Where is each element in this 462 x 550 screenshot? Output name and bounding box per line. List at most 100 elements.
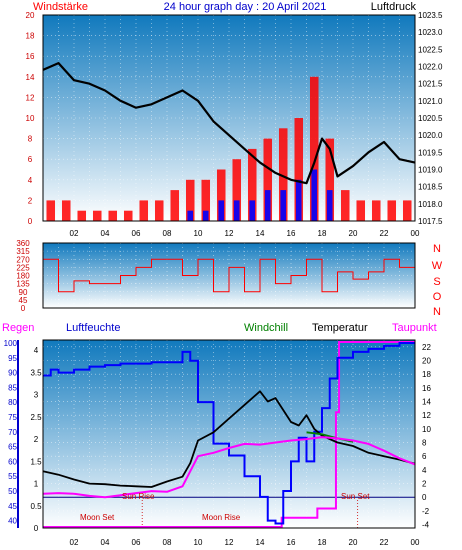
x-tick-top: 14 — [256, 229, 265, 238]
temp-y-tick: 8 — [422, 439, 427, 448]
pressure-y-tick: 1020.5 — [418, 114, 443, 123]
x-tick-bottom: 06 — [132, 538, 141, 547]
x-tick-top: 00 — [411, 229, 420, 238]
humidity-line — [43, 341, 415, 525]
rain-y-tick: 2.5 — [30, 413, 42, 422]
wind-y-tick: 16 — [26, 52, 35, 61]
x-tick-top: 12 — [225, 229, 234, 238]
wind-gust-bar — [356, 200, 366, 221]
wind-gust-bar — [232, 159, 242, 221]
temp-y-tick: 20 — [422, 357, 431, 366]
humidity-y-tick: 50 — [8, 487, 17, 496]
wind-gust-bar — [247, 148, 257, 221]
x-tick-bottom: 16 — [287, 538, 296, 547]
wind-gust-bar — [92, 210, 102, 221]
wind-axis-title: Windstärke — [33, 1, 88, 13]
wind-avg-bar — [264, 190, 271, 221]
wind-avg-bar — [280, 190, 287, 221]
wind-gust-bar — [139, 200, 149, 221]
temp-y-tick: 0 — [422, 493, 427, 502]
wind-y-tick: 20 — [26, 11, 35, 20]
pressure-y-tick: 1018.5 — [418, 183, 443, 192]
rain-y-tick: 1 — [34, 480, 39, 489]
pressure-y-tick: 1021.5 — [418, 80, 443, 89]
pressure-y-tick: 1020.0 — [418, 131, 443, 140]
x-tick-bottom: 08 — [163, 538, 172, 547]
wind-gust-bar — [170, 190, 180, 221]
pressure-y-tick: 1021.0 — [418, 97, 443, 106]
pressure-axis-title: Luftdruck — [371, 1, 417, 13]
rain-y-tick: 2 — [34, 435, 39, 444]
dir-y-tick: 225 — [16, 263, 30, 272]
wind-y-tick: 12 — [26, 93, 35, 102]
x-tick-bottom: 10 — [194, 538, 203, 547]
x-tick-top: 16 — [287, 229, 296, 238]
wind-y-tick: 14 — [26, 73, 35, 82]
x-tick-top: 04 — [101, 229, 110, 238]
dir-y-tick: 180 — [16, 272, 30, 281]
x-tick-top: 02 — [70, 229, 79, 238]
humidity-y-tick: 95 — [8, 354, 17, 363]
humidity-y-tick: 100 — [4, 339, 18, 348]
wind-y-tick: 10 — [26, 114, 35, 123]
wind-gust-bar — [278, 128, 288, 221]
rain-y-tick: 0.5 — [30, 502, 42, 511]
direction-letter-o: O — [433, 291, 442, 303]
pressure-line — [42, 61, 416, 185]
humidity-y-tick: 70 — [8, 428, 17, 437]
x-tick-bottom: 12 — [225, 538, 234, 547]
wind-gust-bar — [185, 179, 195, 221]
pressure-y-tick: 1023.5 — [418, 11, 443, 20]
wind-avg-bar — [202, 210, 209, 221]
temp-y-tick: 22 — [422, 343, 431, 352]
wind-gust-bar — [325, 138, 335, 221]
temp-y-tick: 2 — [422, 480, 427, 489]
x-tick-top: 20 — [349, 229, 358, 238]
dir-y-tick: 315 — [16, 247, 30, 256]
x-tick-bottom: 02 — [70, 538, 79, 547]
pressure-y-tick: 1017.5 — [418, 217, 443, 226]
direction-letter-n-top: N — [433, 243, 441, 255]
temp-y-tick: 6 — [422, 452, 427, 461]
x-tick-bottom: 20 — [349, 538, 358, 547]
temp-y-tick: -4 — [422, 521, 430, 530]
humidity-y-tick: 90 — [8, 369, 17, 378]
pressure-y-tick: 1018.0 — [418, 200, 443, 209]
wind-direction-line — [43, 258, 415, 293]
legend-windchill: Windchill — [244, 322, 288, 334]
panel-border — [42, 339, 416, 529]
wind-gust-bar — [77, 210, 87, 221]
humidity-y-tick: 85 — [8, 383, 17, 392]
humidity-y-tick: 80 — [8, 398, 17, 407]
pressure-y-tick: 1019.0 — [418, 166, 443, 175]
chart-title: 24 hour graph day : 20 April 2021 — [164, 1, 327, 13]
temp-y-tick: 16 — [422, 384, 431, 393]
wind-gust-bar — [387, 200, 397, 221]
humidity-y-tick: 45 — [8, 502, 17, 511]
wind-y-tick: 6 — [28, 155, 33, 164]
dir-y-tick: 90 — [19, 288, 28, 297]
rain-y-tick: 3 — [34, 391, 39, 400]
wind-gust-bar — [371, 200, 381, 221]
dewpoint-line — [42, 436, 416, 499]
wind-gust-bar — [263, 138, 273, 221]
x-tick-top: 18 — [318, 229, 327, 238]
x-tick-top: 06 — [132, 229, 141, 238]
legend-taupunkt: Taupunkt — [392, 322, 437, 334]
rain-y-tick: 1.5 — [30, 457, 42, 466]
rain-y-tick: 3.5 — [30, 368, 42, 377]
temp-y-tick: 10 — [422, 425, 431, 434]
wind-y-tick: 0 — [28, 217, 33, 226]
wind-gust-bar — [309, 76, 319, 221]
sun-set-label: Sun Set — [341, 492, 370, 501]
wind-gust-bar — [61, 200, 71, 221]
dir-y-tick: 0 — [21, 304, 26, 313]
pressure-y-tick: 1022.5 — [418, 45, 443, 54]
x-tick-top: 08 — [163, 229, 172, 238]
wind-y-tick: 4 — [28, 176, 33, 185]
x-tick-top: 22 — [380, 229, 389, 238]
wind-avg-bar — [295, 179, 302, 221]
humidity-y-tick: 55 — [8, 472, 17, 481]
wind-y-tick: 18 — [26, 32, 35, 41]
wind-pressure-panel — [43, 15, 415, 221]
